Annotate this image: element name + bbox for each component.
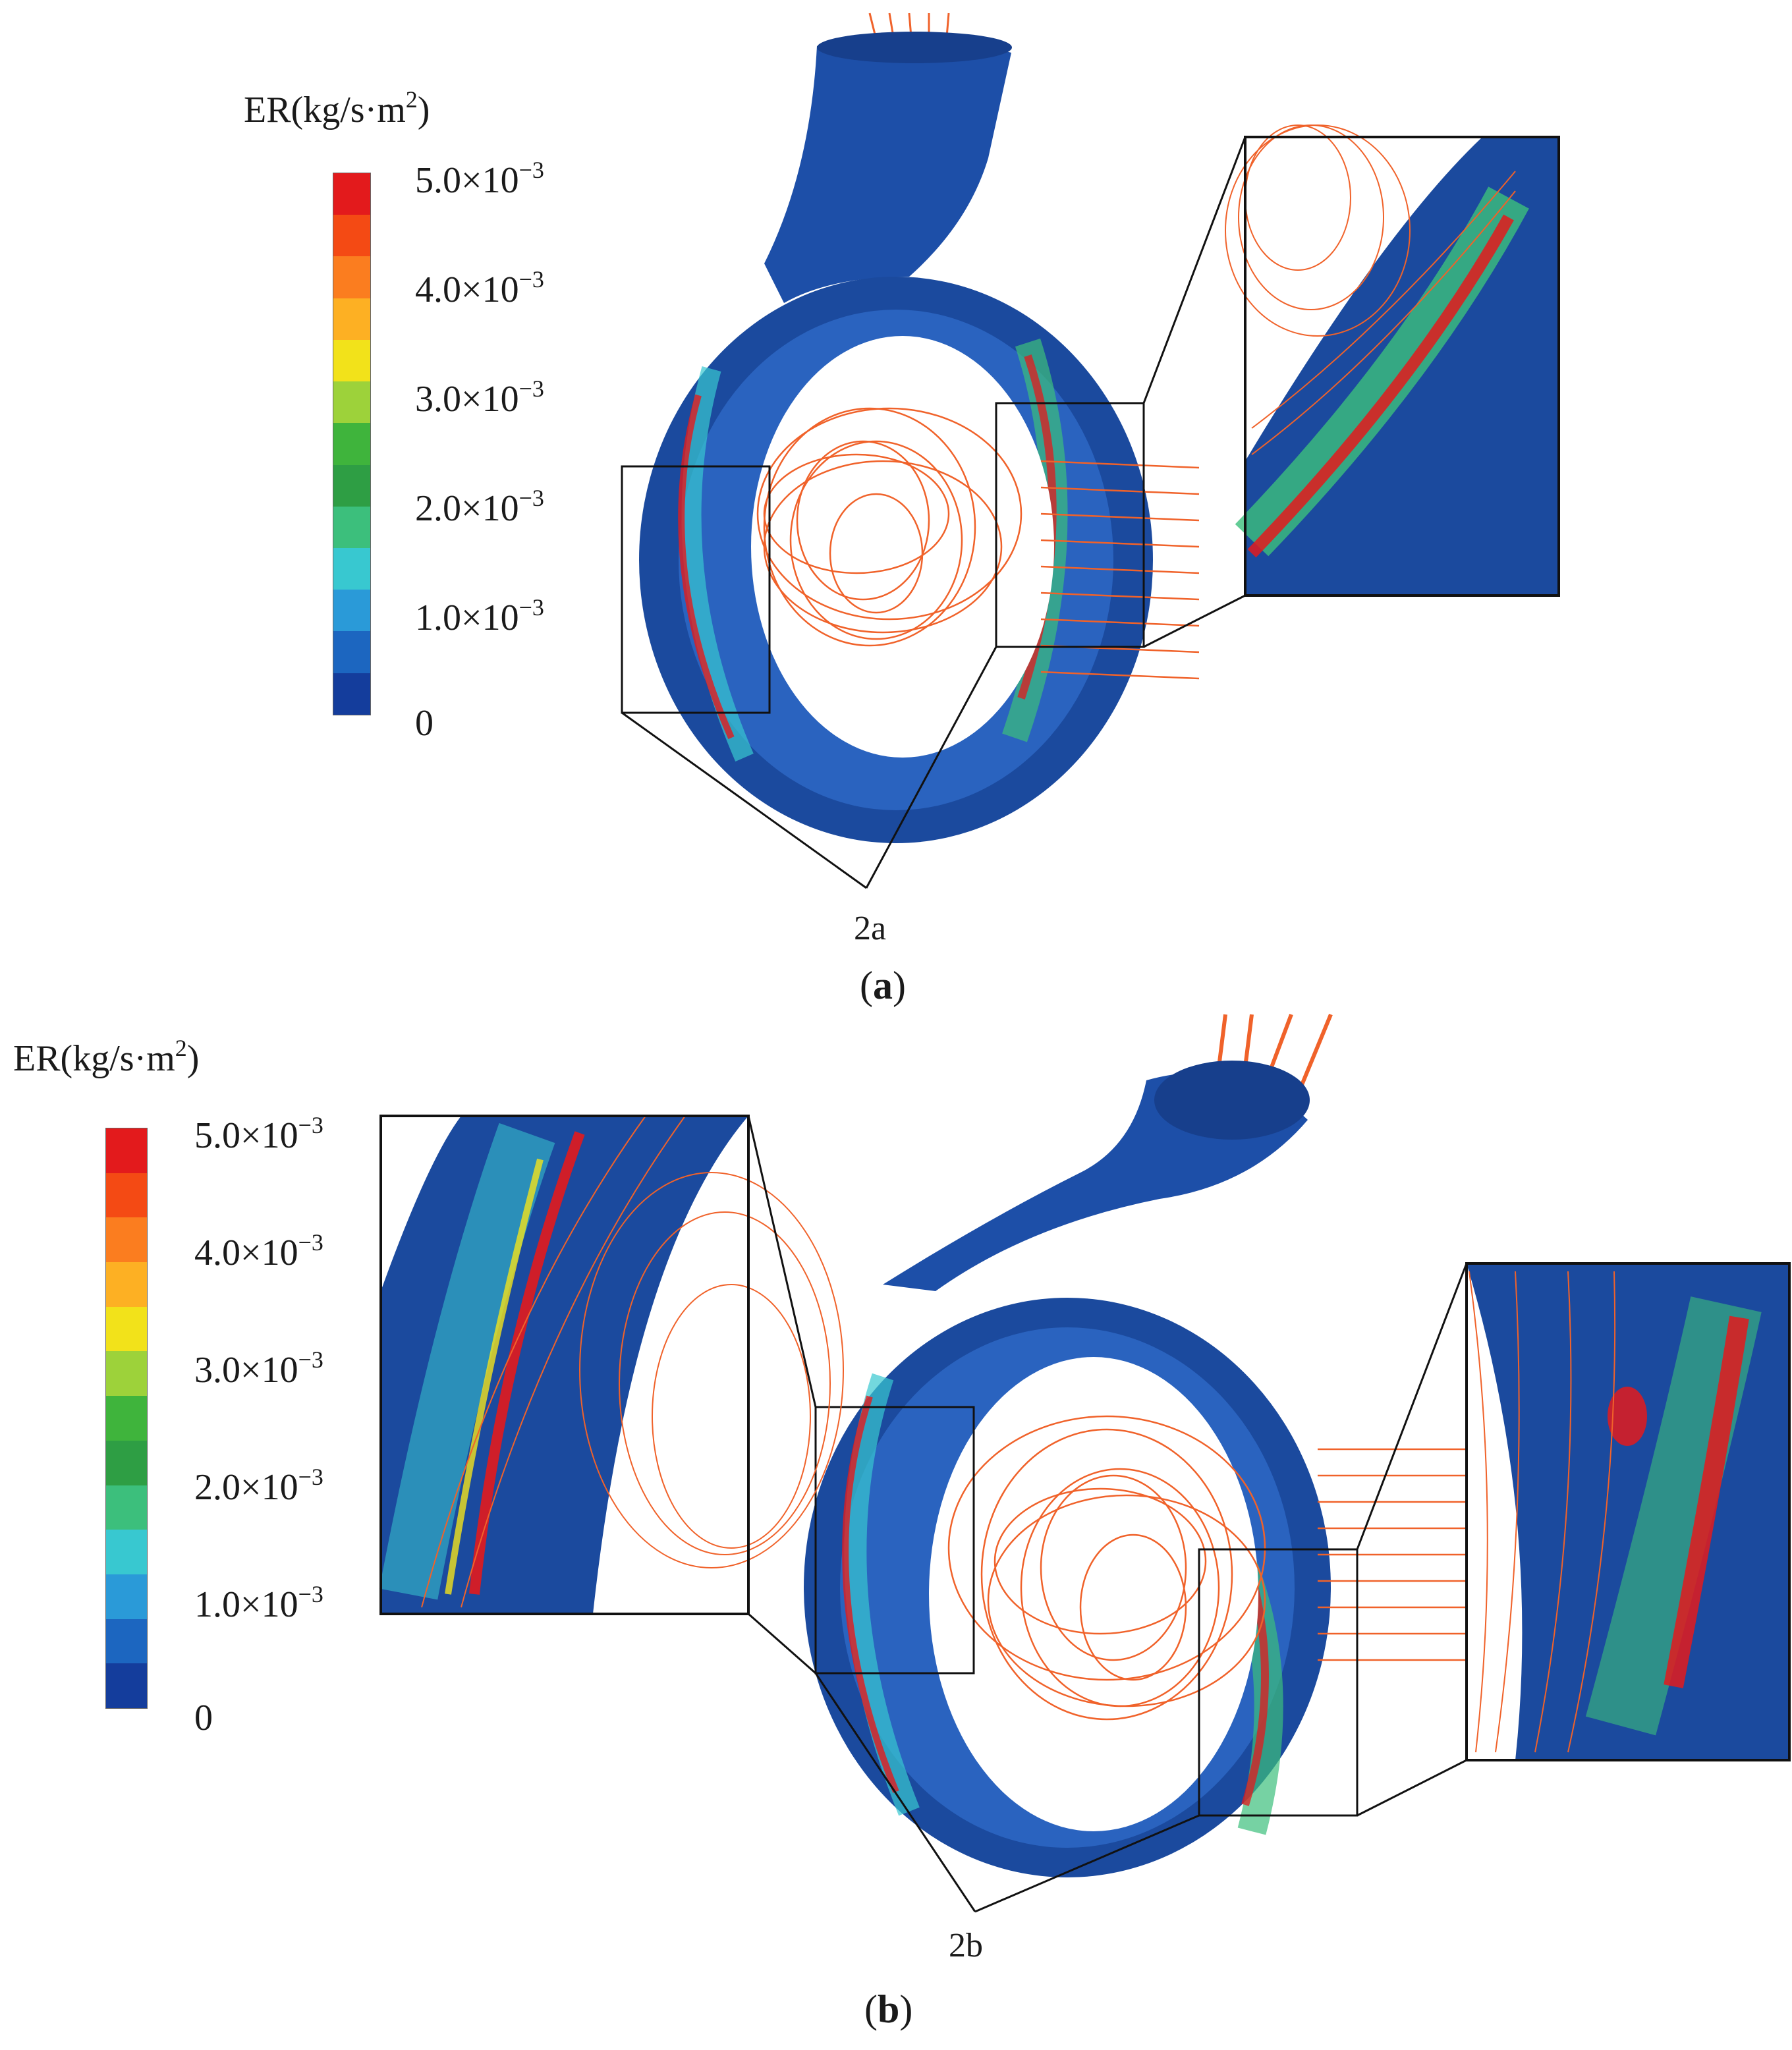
colorbar-segment (333, 464, 370, 507)
callout-lines-a (621, 136, 1246, 889)
colorbar-segment (333, 631, 370, 673)
zoom-box-right-a (995, 402, 1145, 648)
colorbar-tick-label: 1.0×10−3 (415, 594, 544, 638)
streamlines-inlet-b (1318, 1448, 1469, 1661)
colorbar-segment (333, 423, 370, 465)
callout-label-a: 2a (854, 910, 887, 947)
colorbar-segment (106, 1262, 147, 1307)
colorbar-tick-label: 2.0×10−3 (415, 485, 544, 529)
zoom-inset-right-b (1465, 1262, 1791, 1761)
outlet-pipe-a (764, 38, 1011, 304)
colorbar-tick-label: 0 (415, 703, 434, 744)
colorbar-segment (106, 1306, 147, 1352)
colorbar-segment (106, 1351, 147, 1397)
colorbar-tick-label: 5.0×10−3 (415, 157, 544, 201)
colorbar-segment (106, 1217, 147, 1263)
colorbar-tick-label: 4.0×10−3 (194, 1229, 323, 1273)
colorbar-segment (106, 1396, 147, 1441)
colorbar-title-a: ER(kg/s·m2) (244, 86, 430, 130)
streamlines-inlet-a (1040, 460, 1200, 680)
colorbar-segment (333, 381, 370, 424)
panel-label-b: (b) (864, 1987, 913, 2031)
panel-label-a: (a) (860, 964, 906, 1007)
colorbar-segment (333, 590, 370, 632)
colorbar-segment (106, 1485, 147, 1530)
colorbar-segment (106, 1619, 147, 1664)
zoom-inset-a (1225, 125, 1560, 597)
callout-label-b: 2b (949, 1927, 983, 1964)
colorbar-segment (333, 173, 370, 215)
colorbar-tick-label: 1.0×10−3 (194, 1581, 323, 1625)
colorbar-title-b: ER(kg/s·m2) (13, 1035, 200, 1079)
streamlines-swirl-b (947, 1415, 1266, 1721)
colorbar-b (105, 1128, 148, 1709)
colorbar-segment (106, 1530, 147, 1574)
colorbar-segment (333, 256, 370, 298)
callout-lines-b (747, 1115, 1468, 1913)
colorbar-segment (333, 506, 370, 548)
colorbar-tick-label: 2.0×10−3 (194, 1464, 323, 1508)
colorbar-segment (106, 1574, 147, 1619)
zoom-inset-left-b (379, 1115, 844, 1615)
colorbar-tick-label: 5.0×10−3 (194, 1112, 323, 1156)
colorbar-tick-label: 4.0×10−3 (415, 266, 544, 310)
colorbar-tick-label: 3.0×10−3 (415, 375, 544, 420)
colorbar-segment (333, 673, 370, 715)
colorbar-tick-label: 3.0×10−3 (194, 1346, 323, 1391)
colorbar-segment (106, 1173, 147, 1218)
colorbar-segment (106, 1128, 147, 1173)
colorbar-segment (106, 1663, 147, 1708)
colorbar-segment (106, 1440, 147, 1485)
colorbar-segment (333, 298, 370, 340)
zoom-box-right-b (1198, 1548, 1358, 1817)
colorbar-segment (333, 547, 370, 590)
colorbar-tick-label: 0 (194, 1698, 213, 1738)
colorbar-segment (333, 339, 370, 382)
colorbar-segment (333, 215, 370, 257)
streamlines-swirl-a (756, 407, 1022, 647)
zoom-box-left-a (621, 465, 771, 714)
colorbar-a (333, 173, 371, 715)
zoom-box-left-b (814, 1406, 975, 1675)
